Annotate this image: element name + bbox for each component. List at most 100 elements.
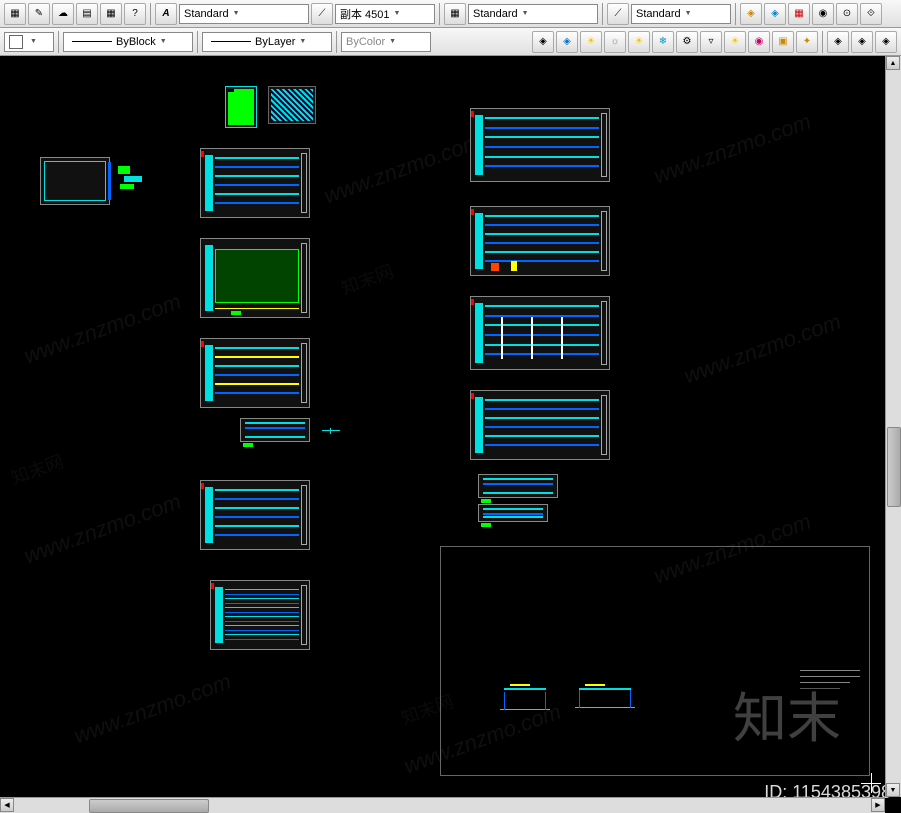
- scroll-thumb-vertical[interactable]: [887, 427, 901, 507]
- ml-style-icon[interactable]: ⟋: [607, 3, 629, 25]
- separator: [150, 3, 151, 25]
- layer-off-icon[interactable]: ◈: [556, 31, 578, 53]
- walk-icon[interactable]: ✦: [796, 31, 818, 53]
- tool-cloud-icon[interactable]: ☁: [52, 3, 74, 25]
- watermark-cn: 知末网: [337, 258, 397, 301]
- watermark-url: www.znzmo.com: [21, 289, 185, 370]
- line-sample: [72, 41, 112, 42]
- drawing-thumbnail[interactable]: [470, 108, 610, 182]
- drawing-thumbnail[interactable]: [200, 338, 310, 408]
- separator: [602, 3, 603, 25]
- drawing-thumbnail[interactable]: [322, 428, 342, 434]
- table-style-value: Standard: [473, 8, 518, 20]
- watermark-url: www.znzmo.com: [21, 489, 185, 570]
- separator: [439, 3, 440, 25]
- bulb-on-icon[interactable]: ☀: [580, 31, 602, 53]
- scroll-up-arrow-icon[interactable]: ▲: [886, 56, 900, 70]
- separator: [735, 3, 736, 25]
- text-style-icon[interactable]: A: [155, 3, 177, 25]
- bulb-icon[interactable]: ☀: [628, 31, 650, 53]
- chevron-down-icon: ▼: [30, 38, 37, 45]
- drawing-thumbnail[interactable]: [470, 296, 610, 370]
- large-drawing-frame: [440, 546, 870, 776]
- vertical-scrollbar[interactable]: ▲ ▼: [885, 56, 901, 797]
- drawing-thumbnail[interactable]: [210, 580, 310, 650]
- watermark-cn: 知末网: [7, 448, 67, 491]
- drawing-thumbnail[interactable]: [470, 390, 610, 460]
- drawing-thumbnail[interactable]: [118, 160, 158, 200]
- copy-layer-icon[interactable]: ▣: [772, 31, 794, 53]
- scroll-down-arrow-icon[interactable]: ▼: [886, 783, 900, 797]
- drawing-thumbnail[interactable]: [200, 480, 310, 550]
- lineweight-value: ByColor: [346, 36, 385, 48]
- chevron-down-icon: ▼: [394, 10, 401, 17]
- linetype-bylayer-dropdown[interactable]: ByLayer ▼: [202, 32, 332, 52]
- tool-edit-icon[interactable]: ✎: [28, 3, 50, 25]
- toolbar-row-1: ▦ ✎ ☁ ▤ ▦ ? A Standard ▼ ⟋ 副本 4501 ▼ ▦ S…: [0, 0, 901, 28]
- layer-filter-icon[interactable]: ◉: [812, 3, 834, 25]
- watermark-url: www.znzmo.com: [321, 129, 485, 210]
- gear-icon[interactable]: ⚙: [676, 31, 698, 53]
- ml-style-value: Standard: [636, 8, 681, 20]
- drawing-canvas[interactable]: 知末网 www.znzmo.com www.znzmo.com www.znzm…: [0, 56, 901, 813]
- separator: [197, 31, 198, 53]
- link-icon[interactable]: ⟐: [860, 3, 882, 25]
- separator: [58, 31, 59, 53]
- horizontal-scrollbar[interactable]: ◀ ▶: [0, 797, 885, 813]
- ml-style-dropdown[interactable]: Standard ▼: [631, 4, 731, 24]
- color-dropdown[interactable]: ▼: [4, 32, 54, 52]
- drawing-thumbnail[interactable]: [268, 86, 316, 124]
- node-icon[interactable]: ⊙: [836, 3, 858, 25]
- color-swatch: [9, 35, 23, 49]
- filter-icon[interactable]: ▿: [700, 31, 722, 53]
- grid-red-icon[interactable]: ▦: [788, 3, 810, 25]
- freeze-icon[interactable]: ❄: [652, 31, 674, 53]
- drawing-thumbnail[interactable]: [240, 418, 310, 442]
- drawing-thumbnail[interactable]: [500, 680, 550, 710]
- tool-help-icon[interactable]: ?: [124, 3, 146, 25]
- lineweight-dropdown[interactable]: ByColor ▼: [341, 32, 431, 52]
- drawing-thumbnail[interactable]: [40, 157, 110, 205]
- dim-style-icon[interactable]: ⟋: [311, 3, 333, 25]
- watermark-url: www.znzmo.com: [681, 309, 845, 390]
- linetype-byblock-value: ByBlock: [116, 36, 156, 48]
- tool-calc-icon[interactable]: ▦: [100, 3, 122, 25]
- chevron-down-icon: ▼: [522, 10, 529, 17]
- drawing-thumbnail[interactable]: [575, 680, 635, 708]
- separator: [336, 31, 337, 53]
- scroll-thumb-horizontal[interactable]: [89, 799, 209, 813]
- drawing-thumbnail[interactable]: [478, 504, 548, 522]
- tool-wall-icon[interactable]: ▤: [76, 3, 98, 25]
- drawing-thumbnail[interactable]: [225, 86, 257, 128]
- linetype-byblock-dropdown[interactable]: ByBlock ▼: [63, 32, 193, 52]
- table-style-icon[interactable]: ▦: [444, 3, 466, 25]
- bulb-off-icon[interactable]: ☼: [604, 31, 626, 53]
- watermark-url: www.znzmo.com: [71, 669, 235, 750]
- text-style-dropdown[interactable]: Standard ▼: [179, 4, 309, 24]
- image-icon[interactable]: ◈: [851, 31, 873, 53]
- xref-icon[interactable]: ◈: [827, 31, 849, 53]
- chevron-down-icon: ▼: [389, 38, 396, 45]
- scroll-left-arrow-icon[interactable]: ◀: [0, 798, 14, 812]
- layer-iso-icon[interactable]: ◈: [532, 31, 554, 53]
- dim-style-value: 副本 4501: [340, 6, 390, 22]
- toolbar-row-2: ▼ ByBlock ▼ ByLayer ▼ ByColor ▼ ◈ ◈ ☀ ☼ …: [0, 28, 901, 56]
- table-style-dropdown[interactable]: Standard ▼: [468, 4, 598, 24]
- drawing-thumbnail[interactable]: [478, 474, 558, 498]
- drawing-thumbnail[interactable]: [800, 670, 860, 710]
- drawing-thumbnail[interactable]: [200, 238, 310, 318]
- chevron-down-icon: ▼: [299, 38, 306, 45]
- dim-style-dropdown[interactable]: 副本 4501 ▼: [335, 4, 435, 24]
- layer-states-icon[interactable]: ◈: [740, 3, 762, 25]
- tool-grid-icon[interactable]: ▦: [4, 3, 26, 25]
- sun-icon[interactable]: ☀: [724, 31, 746, 53]
- drawing-thumbnail[interactable]: [200, 148, 310, 218]
- text-style-value: Standard: [184, 8, 229, 20]
- scroll-right-arrow-icon[interactable]: ▶: [871, 798, 885, 812]
- linetype-bylayer-value: ByLayer: [255, 36, 295, 48]
- layer-manager-icon[interactable]: ◈: [764, 3, 786, 25]
- chevron-down-icon: ▼: [233, 10, 240, 17]
- lock-icon[interactable]: ◉: [748, 31, 770, 53]
- drawing-thumbnail[interactable]: [470, 206, 610, 276]
- underlay-icon[interactable]: ◈: [875, 31, 897, 53]
